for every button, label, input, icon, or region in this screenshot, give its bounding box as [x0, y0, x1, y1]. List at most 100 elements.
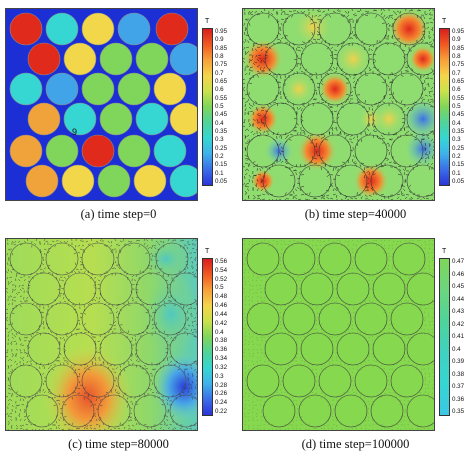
velocity-vector — [364, 134, 369, 136]
velocity-vector — [428, 243, 430, 246]
velocity-vector — [245, 34, 250, 36]
velocity-vector — [367, 60, 370, 64]
velocity-vector — [119, 328, 122, 332]
velocity-vector — [368, 284, 371, 286]
velocity-vector — [279, 323, 282, 326]
velocity-vector — [428, 90, 430, 94]
velocity-vector — [91, 360, 93, 364]
colorbar-tick-label: 0.35 — [452, 408, 465, 415]
velocity-vector — [191, 247, 195, 250]
velocity-vector — [388, 24, 391, 28]
velocity-vector — [299, 336, 302, 339]
velocity-vector — [15, 352, 18, 356]
velocity-vector — [336, 44, 340, 48]
colorbar-tick-label: 0.4 — [452, 345, 461, 353]
velocity-vector — [284, 396, 287, 398]
velocity-vector — [63, 240, 66, 244]
velocity-vector — [391, 428, 394, 430]
velocity-vector — [268, 396, 270, 399]
velocity-vector — [87, 303, 91, 306]
velocity-vector — [149, 252, 153, 255]
velocity-vector — [129, 340, 133, 342]
velocity-vector — [400, 336, 403, 339]
velocity-vector — [336, 116, 340, 120]
velocity-vector — [15, 278, 17, 282]
velocity-vector — [378, 101, 382, 104]
panel-b: T 0.95 0.9 0.85 0.8 0.75 0.7 0.65 0.6 0.55 0.5 0.4… — [237, 0, 474, 230]
velocity-vector — [320, 156, 324, 160]
velocity-vector — [137, 239, 141, 242]
velocity-vector — [248, 10, 252, 14]
velocity-vector — [416, 395, 418, 398]
velocity-vector — [388, 88, 391, 92]
velocity-vector — [260, 180, 263, 184]
velocity-vector — [292, 336, 295, 339]
velocity-vector — [399, 10, 402, 14]
velocity-vector — [423, 264, 426, 266]
velocity-vector — [63, 394, 65, 398]
velocity-vector — [174, 298, 177, 302]
velocity-vector — [243, 86, 246, 89]
velocity-vector — [153, 311, 157, 314]
velocity-vector — [244, 28, 247, 32]
velocity-vector — [280, 18, 284, 20]
velocity-vector — [42, 388, 45, 392]
particle-outline — [298, 394, 332, 428]
velocity-vector — [411, 9, 414, 12]
velocity-vector — [428, 101, 432, 104]
velocity-vector — [351, 158, 354, 162]
velocity-vector — [123, 368, 125, 372]
velocity-vector — [191, 331, 195, 334]
velocity-vector — [336, 399, 339, 402]
velocity-vector — [424, 152, 427, 156]
velocity-vector — [376, 276, 378, 279]
velocity-vector — [430, 22, 434, 24]
velocity-vector — [260, 240, 263, 243]
velocity-vector — [366, 10, 370, 14]
velocity-vector — [109, 324, 113, 326]
velocity-vector — [395, 243, 398, 246]
velocity-vector — [147, 247, 150, 250]
velocity-vector — [7, 359, 10, 362]
velocity-vector — [384, 78, 386, 82]
velocity-vector — [127, 330, 129, 334]
velocity-vector — [315, 320, 318, 322]
velocity-vector — [384, 16, 388, 20]
velocity-vector — [430, 86, 434, 90]
velocity-vector — [26, 354, 29, 358]
velocity-vector — [279, 134, 282, 138]
colorbar-tick-label: 0.1 — [452, 169, 461, 177]
velocity-vector — [300, 194, 305, 196]
velocity-vector — [248, 68, 251, 72]
velocity-vector — [15, 332, 18, 336]
velocity-vector — [155, 370, 158, 374]
velocity-vector — [268, 303, 271, 306]
particle-outline — [246, 364, 280, 398]
velocity-vector — [179, 394, 182, 398]
velocity-vector — [42, 322, 45, 326]
velocity-vector — [424, 252, 426, 255]
velocity-vector — [252, 428, 255, 430]
velocity-vector — [244, 128, 248, 132]
velocity-vector — [432, 94, 434, 96]
velocity-vector — [415, 134, 418, 138]
velocity-vector — [420, 140, 423, 144]
velocity-vector — [193, 392, 197, 395]
colorbar-tick-label: 0.34 — [215, 355, 228, 363]
velocity-vector — [350, 94, 354, 97]
velocity-vector — [367, 396, 370, 398]
velocity-vector — [93, 336, 97, 338]
velocity-vector — [372, 53, 376, 56]
velocity-vector — [105, 271, 109, 274]
velocity-vector — [420, 268, 423, 270]
velocity-vector — [14, 240, 17, 243]
velocity-vector — [248, 328, 250, 331]
velocity-vector — [284, 371, 287, 374]
velocity-vector — [70, 364, 73, 368]
velocity-vector — [308, 364, 310, 367]
velocity-vector — [129, 416, 133, 418]
velocity-vector — [248, 195, 250, 200]
velocity-vector — [392, 303, 394, 306]
velocity-vector — [103, 244, 107, 247]
velocity-vector — [424, 86, 427, 90]
